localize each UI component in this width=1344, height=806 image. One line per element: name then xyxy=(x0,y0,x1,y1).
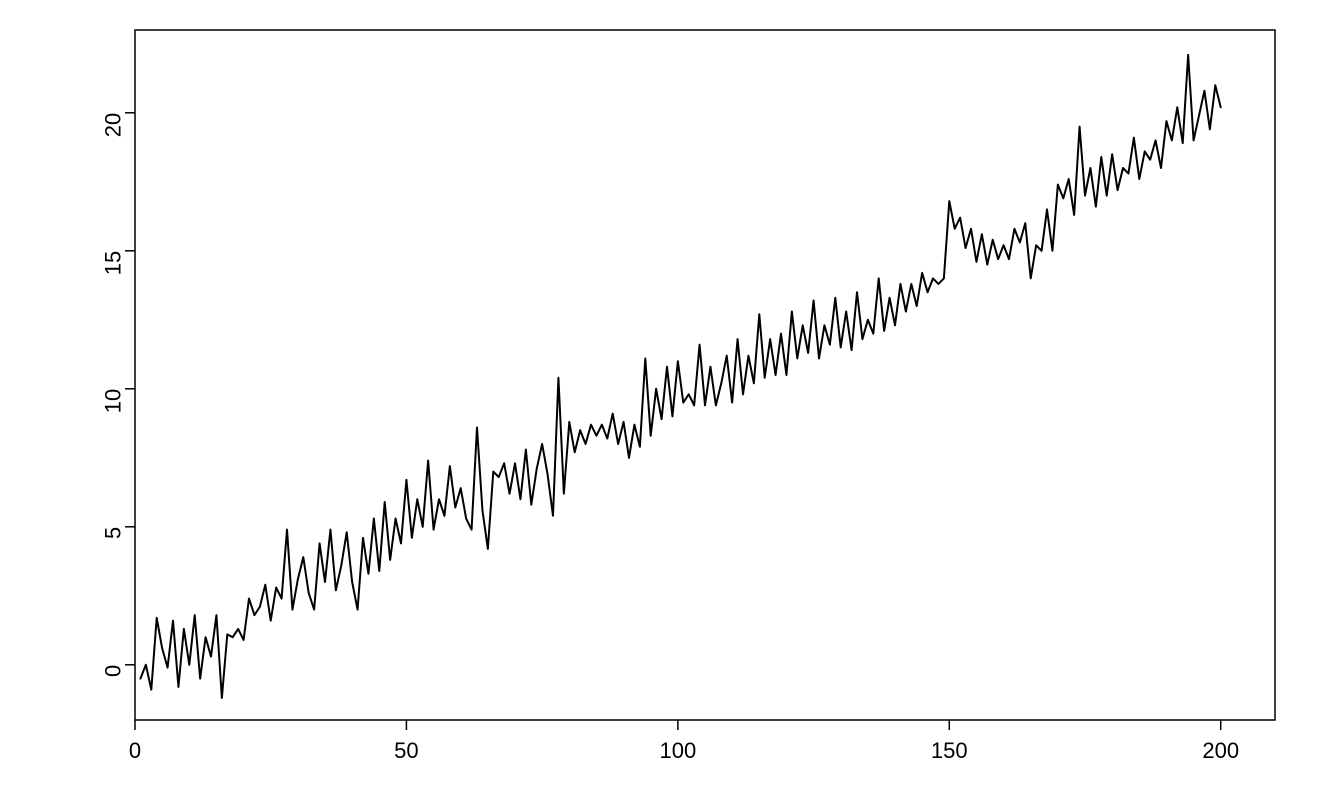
x-tick-label: 0 xyxy=(129,738,141,763)
y-axis: 0 5 10 15 20 xyxy=(101,113,135,677)
y-tick-label: 15 xyxy=(101,251,126,275)
x-tick-label: 200 xyxy=(1202,738,1239,763)
x-axis: 0 50 100 150 200 xyxy=(129,720,1239,763)
y-tick-label: 20 xyxy=(101,113,126,137)
x-tick-label: 100 xyxy=(659,738,696,763)
x-tick-label: 150 xyxy=(931,738,968,763)
x-tick-label: 50 xyxy=(394,738,418,763)
data-series-line xyxy=(140,55,1220,698)
plot-border xyxy=(135,30,1275,720)
line-chart: 0 50 100 150 200 0 5 10 15 20 xyxy=(0,0,1344,806)
y-tick-label: 0 xyxy=(101,665,126,677)
y-tick-label: 10 xyxy=(101,389,126,413)
y-tick-label: 5 xyxy=(101,527,126,539)
